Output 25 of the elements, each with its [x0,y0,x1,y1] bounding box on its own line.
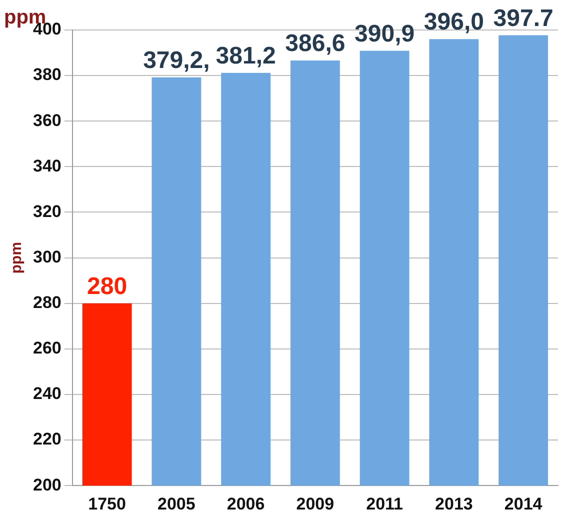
y-tick-label: 200 [32,475,62,494]
x-tick-label: 2005 [158,494,196,514]
x-tick-label: 2009 [296,494,334,514]
y-tick-label: 300 [32,247,62,266]
data-label: 390,9 [354,20,415,48]
x-tick-label: 1750 [88,494,126,514]
x-tick-label: 2011 [366,494,404,514]
data-label: 397.7 [493,4,554,32]
x-tick-label: 2006 [226,494,265,514]
data-label: 280 [87,272,128,300]
y-tick-label: 260 [32,338,62,358]
y-tick-label: 380 [32,65,62,84]
y-tick-label: 280 [32,293,62,312]
y-tick-label: 320 [32,202,62,221]
y-tick-label: 240 [32,384,62,404]
data-label: 379,2, [143,47,210,74]
y-tick-label: 360 [32,110,62,130]
x-tick-label: 2014 [504,494,543,514]
y-tick-label: 340 [32,156,62,176]
x-tick-label: 2013 [435,494,473,514]
y-tick-label: 220 [32,430,62,449]
data-label: 386,6 [285,30,346,58]
y-axis-title: ppm [8,242,26,274]
data-label: 381,2 [216,42,276,70]
data-label: 396,0 [424,8,484,36]
